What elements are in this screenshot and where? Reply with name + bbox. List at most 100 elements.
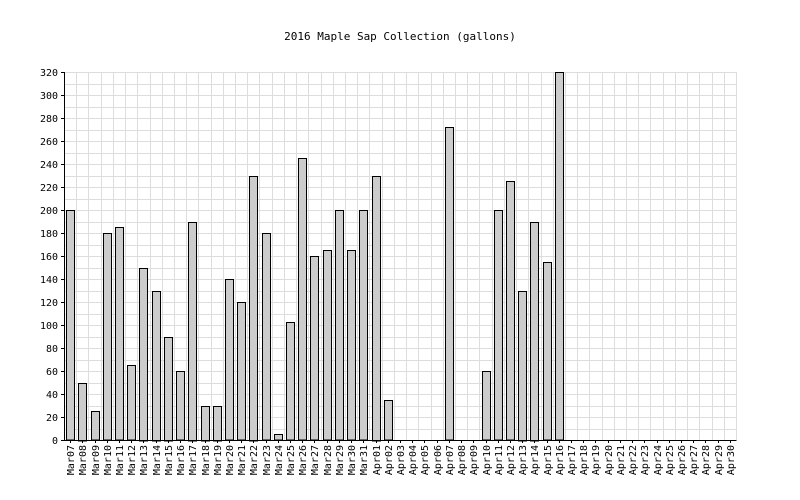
x-tick-label: Apr04: [408, 445, 419, 475]
x-tick-label: Mar11: [115, 445, 126, 475]
x-tick-label: Apr27: [689, 445, 700, 475]
x-tick-label: Apr18: [579, 445, 590, 475]
bar-apr14: [530, 222, 539, 442]
y-tick-labels: 0 20 40 60 80 100 120 140 160 180 200 220 240 260 280 3…: [40, 68, 58, 447]
x-tick-label: Apr26: [677, 445, 688, 475]
x-tick-label: Apr07: [445, 445, 456, 475]
bar-mar09: [91, 411, 100, 441]
y-tick-label: 300: [40, 91, 58, 102]
x-tick-label: Mar24: [274, 445, 285, 475]
bar-mar29: [335, 210, 344, 441]
bar-mar28: [323, 250, 332, 441]
x-tick-label: Mar28: [323, 445, 334, 475]
x-tick-label: Mar27: [310, 445, 321, 475]
bar-apr12: [506, 181, 515, 441]
x-tick-label: Mar13: [139, 445, 150, 475]
y-tick-label: 60: [46, 367, 58, 378]
bar-mar16: [176, 371, 185, 441]
x-tick-label: Apr21: [616, 445, 627, 475]
axis-layer: [61, 72, 737, 443]
x-tick-label: Mar16: [176, 445, 187, 475]
x-tick-label: Mar25: [286, 445, 297, 475]
y-tick-label: 20: [46, 413, 58, 424]
bar-mar24: [274, 434, 283, 441]
x-tick-label: Apr02: [384, 445, 395, 475]
x-tick-label: Apr25: [665, 445, 676, 475]
bar-apr07: [445, 127, 454, 441]
x-tick-label: Apr29: [714, 445, 725, 475]
bar-apr13: [518, 291, 527, 442]
bar-apr15: [543, 262, 552, 441]
x-tick-label: Apr11: [494, 445, 505, 475]
bar-mar13: [139, 268, 148, 442]
bar-mar26: [298, 158, 307, 441]
bar-mar27: [310, 256, 319, 441]
y-tick-label: 260: [40, 137, 58, 148]
bar-apr01: [372, 176, 381, 442]
y-tick-label: 220: [40, 183, 58, 194]
x-tick-label: Mar19: [213, 445, 224, 475]
y-tick-label: 320: [40, 68, 58, 79]
x-tick-label: Apr14: [530, 445, 541, 475]
x-tick-label: Mar20: [225, 445, 236, 475]
bar-mar22: [249, 176, 258, 442]
y-tick-label: 160: [40, 252, 58, 263]
x-tick-label: Apr13: [518, 445, 529, 475]
x-tick-label: Apr23: [640, 445, 651, 475]
y-tick-label: 120: [40, 298, 58, 309]
y-tick-label: 280: [40, 114, 58, 125]
x-tick-label: Mar09: [91, 445, 102, 475]
x-tick-label: Mar23: [262, 445, 273, 475]
y-tick-label: 200: [40, 206, 58, 217]
x-tick-label: Apr06: [433, 445, 444, 475]
bar-mar31: [359, 210, 368, 441]
chart-title: 2016 Maple Sap Collection (gallons): [284, 30, 516, 43]
x-tick-label: Mar10: [103, 445, 114, 475]
x-tick-label: Mar22: [249, 445, 260, 475]
y-tick-label: 140: [40, 275, 58, 286]
x-tick-label: Mar31: [359, 445, 370, 475]
x-tick-label: Mar15: [164, 445, 175, 475]
x-tick-labels: Mar07 Mar08 Mar09 Mar10 Mar11 Mar12 Mar13 Mar14…: [66, 445, 737, 475]
x-tick-label: Apr22: [628, 445, 639, 475]
x-tick-label: Apr12: [506, 445, 517, 475]
bar-mar18: [201, 406, 210, 442]
x-tick-label: Mar30: [347, 445, 358, 475]
bar-mar30: [347, 250, 356, 441]
x-tick-label: Apr03: [396, 445, 407, 475]
x-tick-label: Apr05: [420, 445, 431, 475]
x-tick-label: Apr10: [482, 445, 493, 475]
bar-mar17: [188, 222, 197, 442]
x-tick-label: Mar17: [188, 445, 199, 475]
bar-apr10: [482, 371, 491, 441]
x-tick-label: Apr20: [604, 445, 615, 475]
grid-layer: [64, 72, 737, 441]
x-tick-label: Apr28: [701, 445, 712, 475]
bar-mar25: [286, 322, 295, 441]
y-tick-label: 240: [40, 160, 58, 171]
bar-mar23: [262, 233, 271, 441]
bar-mar08: [78, 383, 87, 442]
y-tick-label: 80: [46, 344, 58, 355]
x-tick-label: Apr16: [555, 445, 566, 475]
bar-apr16: [555, 72, 564, 441]
bar-mar07: [66, 210, 75, 441]
x-tick-label: Apr30: [726, 445, 737, 475]
y-tick-label: 0: [52, 436, 58, 447]
x-tick-label: Mar14: [152, 445, 163, 475]
bar-mar12: [127, 365, 136, 441]
y-tick-label: 180: [40, 229, 58, 240]
bar-apr11: [494, 210, 503, 441]
bar-mar10: [103, 233, 112, 441]
x-tick-label: Mar07: [66, 445, 77, 475]
x-tick-label: Mar21: [237, 445, 248, 475]
x-tick-label: Apr08: [457, 445, 468, 475]
bar-mar19: [213, 406, 222, 442]
y-tick-label: 100: [40, 321, 58, 332]
x-tick-label: Apr09: [469, 445, 480, 475]
bar-layer: [66, 72, 564, 442]
bar-mar11: [115, 227, 124, 441]
x-tick-label: Apr15: [543, 445, 554, 475]
bar-mar14: [152, 291, 161, 442]
